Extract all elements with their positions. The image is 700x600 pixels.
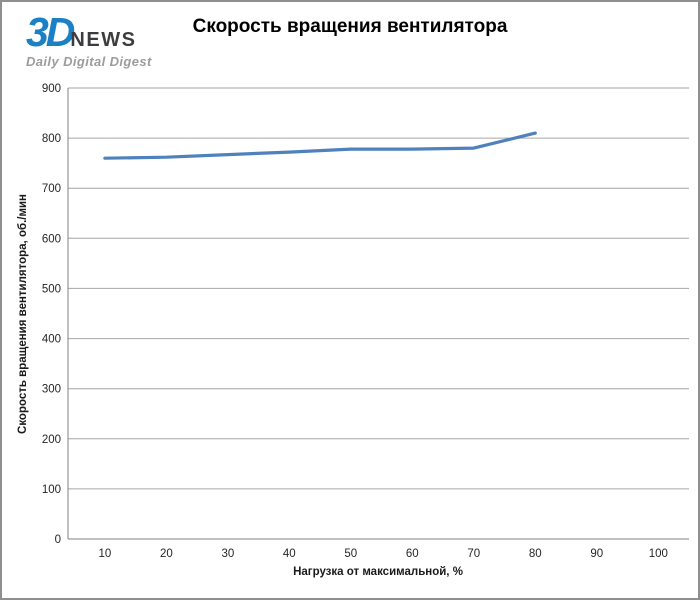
chart-title: Скорость вращения вентилятора: [192, 16, 508, 37]
y-tick-label-400: 400: [42, 334, 61, 346]
x-axis-label: Нагрузка от максимальной, %: [293, 566, 463, 578]
logo-3d-text: 3D: [26, 9, 75, 55]
y-tick-label-700: 700: [42, 183, 61, 195]
logo-3dnews: 3DNEWS Daily Digital Digest: [26, 12, 152, 69]
y-tick-label-100: 100: [42, 484, 61, 496]
x-tick-label-50: 50: [344, 548, 357, 560]
y-tick-label-900: 900: [42, 83, 61, 95]
y-tick-label-800: 800: [42, 133, 61, 145]
y-tick-label-500: 500: [42, 283, 61, 295]
logo-brand-row: 3DNEWS: [26, 12, 152, 53]
y-tick-label-0: 0: [55, 534, 61, 546]
series-line-0: [103, 131, 537, 160]
logo-tagline: Daily Digital Digest: [26, 54, 152, 69]
logo-news-text: NEWS: [70, 29, 137, 51]
x-tick-label-40: 40: [283, 548, 296, 560]
y-tick-label-600: 600: [42, 233, 61, 245]
y-tick-label-300: 300: [42, 384, 61, 396]
x-tick-label-10: 10: [99, 548, 112, 560]
x-tick-label-30: 30: [222, 548, 235, 560]
x-tick-label-20: 20: [160, 548, 173, 560]
x-tick-label-60: 60: [406, 548, 419, 560]
y-axis-label: Скорость вращения вентилятора, об./мин: [17, 194, 29, 434]
y-tick-label-200: 200: [42, 434, 61, 446]
x-tick-label-80: 80: [529, 548, 542, 560]
x-tick-label-70: 70: [467, 548, 480, 560]
x-tick-label-90: 90: [590, 548, 603, 560]
x-tick-label-100: 100: [649, 548, 668, 560]
